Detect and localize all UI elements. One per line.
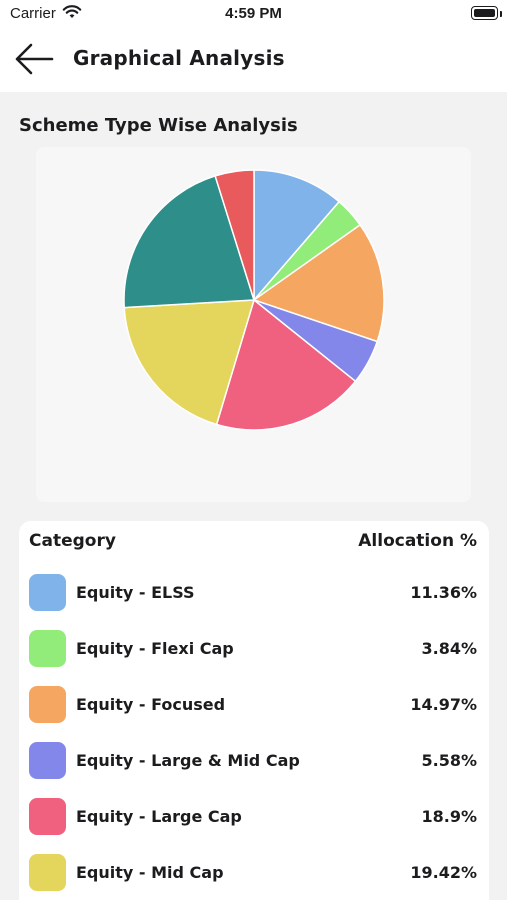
color-swatch	[29, 854, 66, 891]
pie-slice-6	[123, 175, 255, 309]
section-title: Scheme Type Wise Analysis	[19, 115, 298, 136]
back-arrow-icon	[15, 43, 54, 75]
allocation-value: 19.42%	[410, 863, 477, 882]
status-bar: Carrier 4:59 PM	[0, 0, 507, 30]
color-swatch	[29, 574, 66, 611]
pie-slice-0	[253, 169, 340, 301]
allocation-value: 11.36%	[410, 583, 477, 602]
category-name: Equity - Focused	[76, 695, 226, 714]
table-row: Equity - Focused 14.97%	[19, 686, 489, 742]
allocation-value: 3.84%	[421, 639, 477, 658]
wifi-icon	[62, 5, 82, 18]
category-name: Equity - ELSS	[76, 583, 195, 602]
carrier-label: Carrier	[10, 5, 56, 22]
page-title: Graphical Analysis	[73, 46, 285, 70]
allocation-header: Allocation %	[358, 531, 477, 551]
allocation-value: 14.97%	[410, 695, 477, 714]
allocation-value: 5.58%	[421, 751, 477, 770]
table-row: Equity - Large & Mid Cap 5.58%	[19, 742, 489, 798]
pie-slice-2	[253, 224, 385, 343]
table-row: Equity - ELSS 11.36%	[19, 574, 489, 630]
header: Graphical Analysis	[0, 30, 507, 92]
battery-icon	[471, 6, 498, 20]
table-row: Equity - Mid Cap 19.42%	[19, 854, 489, 900]
table-row: Equity - Flexi Cap 3.84%	[19, 630, 489, 686]
category-header: Category	[29, 531, 116, 551]
pie-chart-card	[36, 147, 471, 502]
category-name: Equity - Large Cap	[76, 807, 242, 826]
table-row: Equity - Large Cap 18.9%	[19, 798, 489, 854]
category-name: Equity - Flexi Cap	[76, 639, 234, 658]
allocation-table: Category Allocation % Equity - ELSS 11.3…	[19, 521, 489, 900]
color-swatch	[29, 686, 66, 723]
back-button[interactable]	[12, 40, 56, 80]
allocation-value: 18.9%	[421, 807, 477, 826]
pie-slice-7	[214, 169, 255, 301]
color-swatch	[29, 630, 66, 667]
category-name: Equity - Mid Cap	[76, 863, 224, 882]
color-swatch	[29, 742, 66, 779]
status-time: 4:59 PM	[225, 5, 282, 22]
category-name: Equity - Large & Mid Cap	[76, 751, 300, 770]
battery-cap	[500, 11, 502, 17]
color-swatch	[29, 798, 66, 835]
pie-slice-5	[123, 299, 255, 426]
pie-chart	[123, 169, 385, 431]
pie-slice-4	[215, 299, 357, 431]
